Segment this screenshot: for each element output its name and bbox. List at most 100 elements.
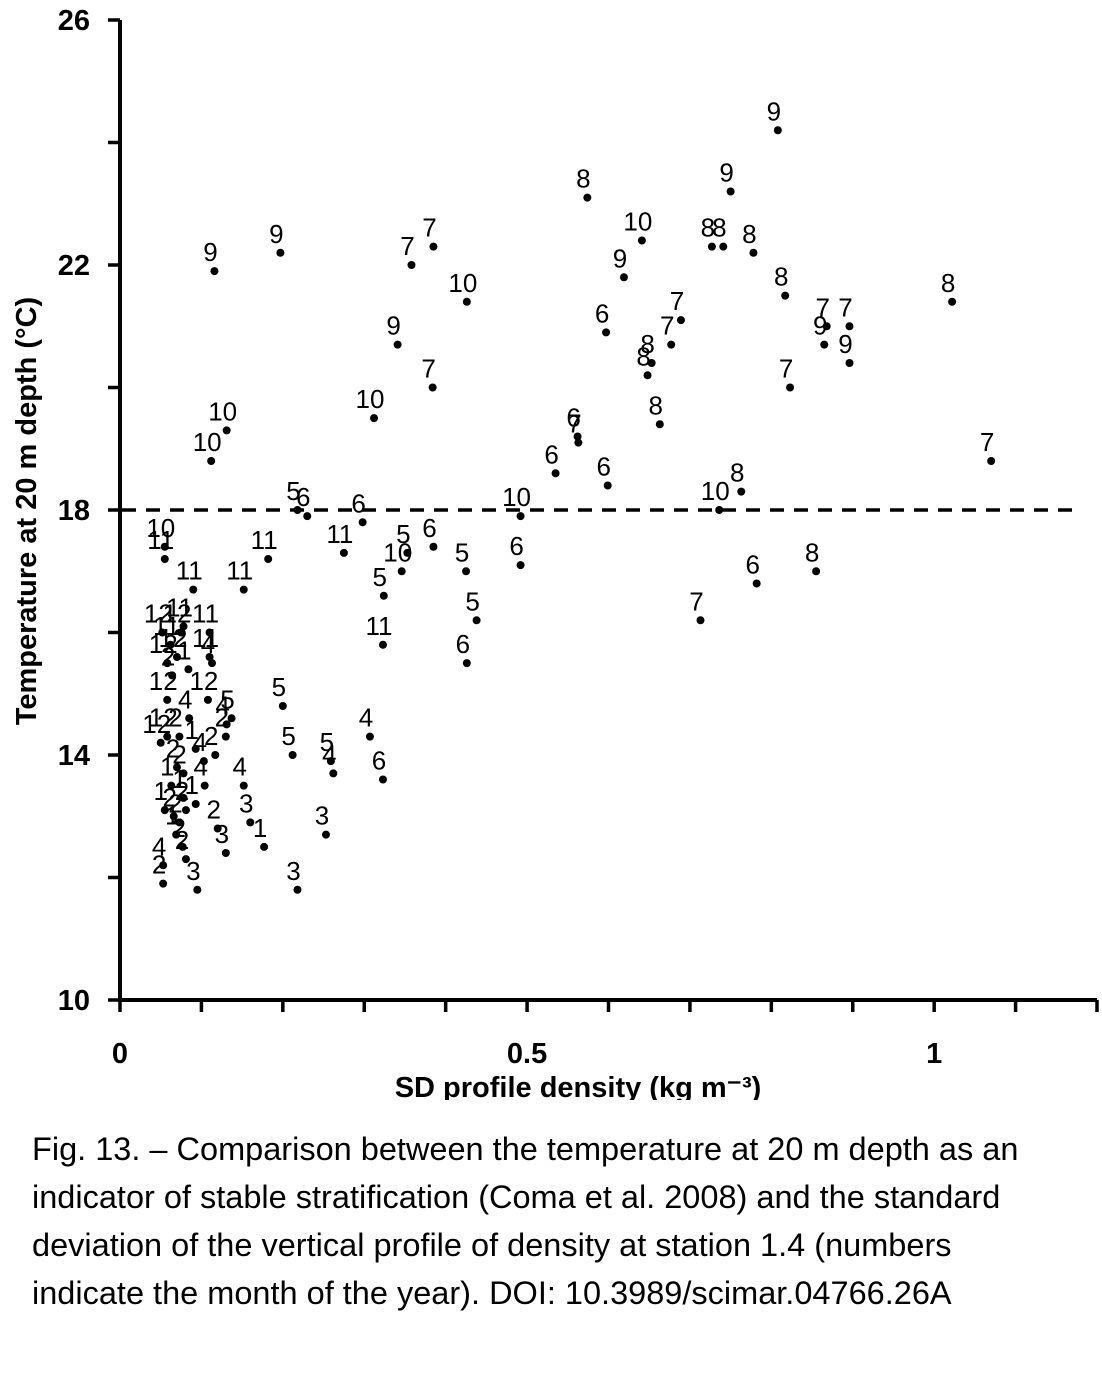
data-point: [239, 781, 248, 790]
point-month-label: 9: [203, 237, 217, 267]
data-point: [239, 585, 248, 594]
point-month-label: 6: [372, 746, 386, 776]
data-point: [163, 659, 172, 668]
point-month-label: 5: [465, 586, 479, 616]
point-month-label: 12: [189, 666, 218, 696]
point-month-label: 2: [166, 733, 180, 763]
data-point: [175, 818, 184, 827]
data-point: [179, 793, 188, 802]
point-month-label: 2: [172, 739, 186, 769]
data-point: [378, 640, 387, 649]
point-month-label: 10: [146, 513, 175, 543]
point-month-label: 3: [215, 819, 229, 849]
point-month-label: 12: [149, 629, 178, 659]
point-month-label: 2: [163, 782, 177, 812]
data-point: [676, 316, 685, 325]
point-month-label: 6: [509, 531, 523, 561]
data-point: [603, 481, 612, 490]
point-month-label: 12: [149, 703, 178, 733]
point-month-label: 8: [649, 390, 663, 420]
point-month-label: 1: [177, 635, 191, 665]
data-point: [365, 732, 374, 741]
point-month-label: 8: [805, 537, 819, 567]
data-point: [752, 579, 761, 588]
data-point: [293, 506, 302, 514]
point-month-label: 2: [168, 788, 182, 818]
data-point: [948, 297, 957, 306]
point-month-label: 9: [386, 311, 400, 341]
data-point: [264, 555, 273, 563]
data-point: [781, 291, 790, 300]
data-point: [647, 359, 656, 367]
data-point: [191, 800, 200, 808]
data-point: [429, 542, 438, 551]
point-month-label: 7: [838, 292, 852, 322]
point-month-label: 2: [204, 721, 218, 751]
data-point: [602, 328, 611, 337]
point-month-label: 7: [670, 286, 684, 316]
y-tick-label: 10: [58, 985, 90, 1017]
data-point: [168, 671, 177, 680]
data-point: [205, 628, 214, 637]
data-point: [358, 518, 367, 527]
y-tick-label: 14: [58, 740, 90, 772]
point-month-label: 5: [373, 562, 387, 592]
point-month-label: 9: [719, 158, 733, 188]
point-month-label: 5: [286, 476, 300, 506]
data-point: [169, 812, 178, 821]
data-point: [786, 383, 795, 392]
point-month-label: 7: [689, 586, 703, 616]
data-point: [403, 548, 412, 557]
point-month-label: 10: [356, 384, 385, 414]
data-point: [715, 506, 724, 514]
point-month-label: 11: [176, 556, 203, 586]
point-month-label: 12: [149, 666, 178, 696]
point-month-label: 11: [326, 519, 353, 549]
point-month-label: 2: [161, 641, 175, 671]
point-month-label: 8: [576, 164, 590, 194]
data-point: [462, 297, 471, 306]
data-point: [429, 242, 438, 251]
point-month-label: 8: [712, 213, 726, 243]
data-point: [326, 757, 335, 766]
point-month-label: 7: [815, 292, 829, 322]
data-point: [199, 757, 208, 766]
data-point: [159, 861, 168, 870]
data-point: [178, 842, 187, 851]
x-tick-label: 0: [112, 1038, 128, 1070]
x-axis-title: SD profile density (kg m⁻³): [395, 1072, 762, 1100]
x-tick-label: 0.5: [507, 1038, 547, 1070]
point-month-label: 9: [613, 243, 627, 273]
data-point: [172, 763, 181, 772]
point-month-label: 5: [281, 721, 295, 751]
data-point: [191, 744, 200, 753]
data-point: [696, 616, 705, 625]
data-point: [655, 420, 664, 429]
point-month-label: 7: [980, 427, 994, 457]
data-point: [667, 340, 676, 349]
point-month-label: 10: [208, 396, 237, 426]
point-month-label: 7: [660, 311, 674, 341]
data-point: [205, 653, 214, 661]
data-point: [737, 487, 746, 496]
point-month-label: 7: [779, 354, 793, 384]
point-month-label: 2: [171, 813, 185, 843]
data-point: [172, 830, 181, 839]
point-month-label: 4: [178, 684, 192, 714]
y-tick-label: 26: [58, 5, 90, 37]
data-point: [643, 371, 652, 380]
data-point: [158, 628, 167, 637]
data-point: [221, 849, 230, 857]
point-month-label: 11: [166, 592, 193, 622]
figure-caption: Fig. 13. – Comparison between the temper…: [32, 1131, 1019, 1311]
point-month-label: 7: [421, 354, 435, 384]
data-point: [181, 855, 190, 864]
data-point: [472, 616, 481, 625]
point-month-label: 10: [623, 207, 652, 237]
point-month-label: 4: [201, 629, 215, 659]
point-month-label: 12: [159, 623, 188, 653]
point-month-label: 8: [774, 262, 788, 292]
y-tick-label: 18: [58, 495, 90, 527]
point-month-label: 9: [269, 219, 283, 249]
point-month-label: 10: [448, 268, 477, 298]
